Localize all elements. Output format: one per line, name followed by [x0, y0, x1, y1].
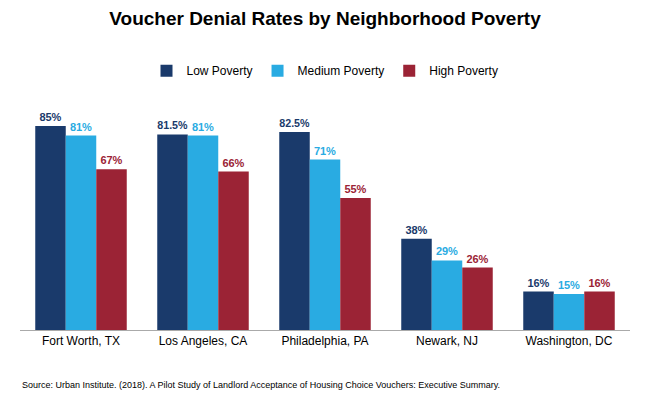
- svg-text:29%: 29%: [436, 245, 458, 257]
- svg-text:Voucher Denial Rates by Neighb: Voucher Denial Rates by Neighborhood Pov…: [109, 8, 541, 29]
- svg-text:81%: 81%: [70, 121, 92, 133]
- svg-text:82.5%: 82.5%: [279, 117, 310, 129]
- svg-text:High Poverty: High Poverty: [429, 64, 498, 78]
- svg-text:16%: 16%: [588, 277, 610, 289]
- svg-text:16%: 16%: [527, 277, 549, 289]
- svg-text:67%: 67%: [100, 154, 122, 166]
- svg-text:Philadelphia, PA: Philadelphia, PA: [281, 334, 368, 348]
- svg-text:81.5%: 81.5%: [157, 119, 188, 131]
- svg-text:Source: Urban Institute. (2018: Source: Urban Institute. (2018). A Pilot…: [22, 380, 500, 390]
- svg-text:55%: 55%: [344, 183, 366, 195]
- svg-text:81%: 81%: [192, 121, 214, 133]
- svg-text:85%: 85%: [39, 111, 61, 123]
- svg-text:Newark, NJ: Newark, NJ: [416, 334, 478, 348]
- svg-text:Los Angeles, CA: Los Angeles, CA: [159, 334, 248, 348]
- svg-text:Fort Worth, TX: Fort Worth, TX: [42, 334, 120, 348]
- svg-text:26%: 26%: [466, 253, 488, 265]
- svg-text:Medium Poverty: Medium Poverty: [298, 64, 385, 78]
- svg-text:Low Poverty: Low Poverty: [187, 64, 253, 78]
- svg-text:66%: 66%: [222, 157, 244, 169]
- svg-text:71%: 71%: [314, 145, 336, 157]
- svg-text:38%: 38%: [405, 224, 427, 236]
- svg-text:Washington, DC: Washington, DC: [526, 334, 613, 348]
- svg-text:15%: 15%: [558, 279, 580, 291]
